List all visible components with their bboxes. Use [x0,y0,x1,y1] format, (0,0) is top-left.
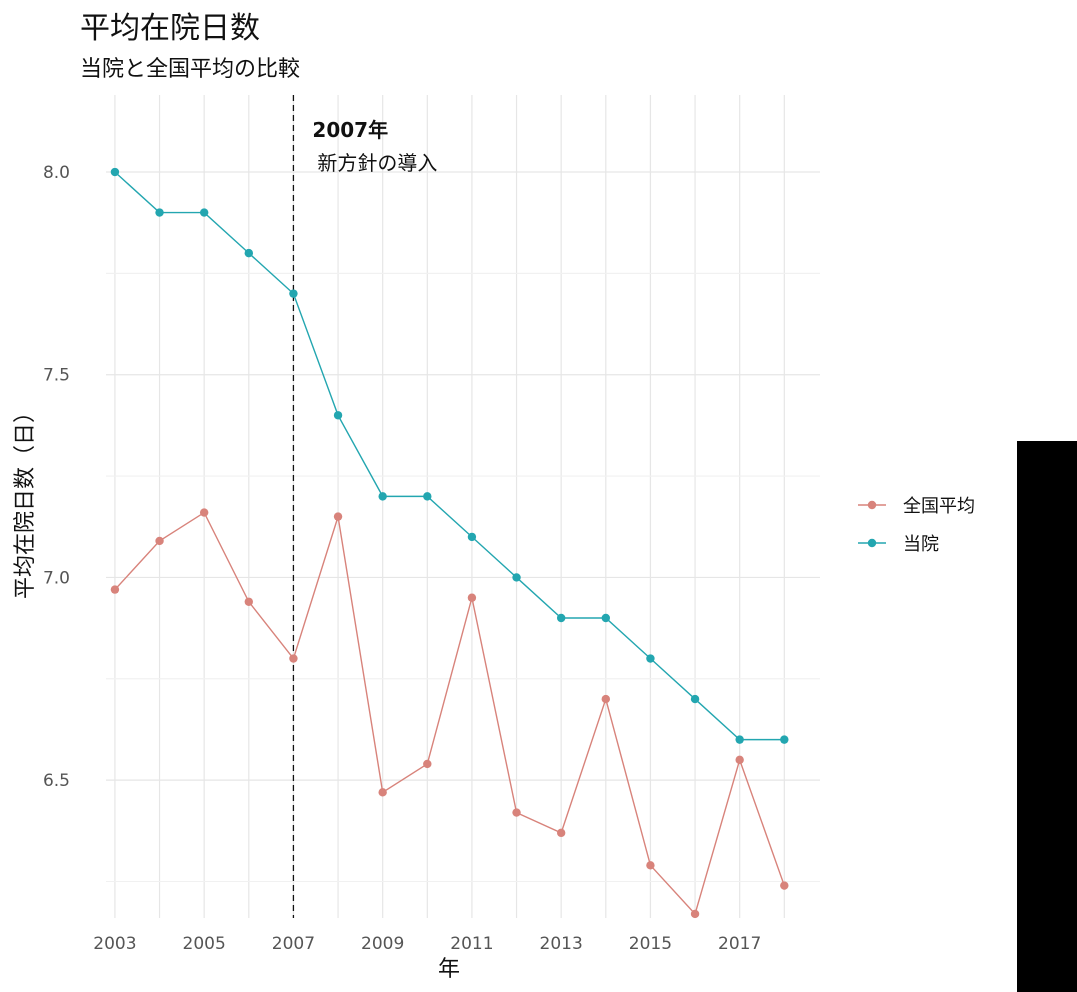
x-tick-label: 2007 [272,934,315,954]
annotation-year: 2007年 [312,118,388,142]
y-tick-label: 8.0 [43,163,70,183]
data-point [735,735,744,744]
data-point [601,613,610,623]
x-axis-title: 年 [438,957,460,982]
x-tick-label: 2005 [183,934,226,954]
annotation-text: 新方針の導入 [317,151,437,175]
data-point [378,492,387,501]
x-tick-label: 2011 [450,934,493,954]
data-point [333,512,343,521]
data-point [556,828,566,838]
data-point [423,492,432,501]
data-point [244,248,253,258]
data-point [780,735,789,744]
y-axis-title: 平均在院日数（日） [13,401,38,599]
data-point [378,788,387,797]
x-tick-label: 2015 [629,934,672,954]
x-tick-label: 2017 [718,934,761,954]
x-tick-label: 2003 [93,934,136,954]
data-point [199,508,209,517]
data-point [735,755,744,765]
data-point [289,654,298,663]
x-tick-label: 2009 [361,934,404,954]
legend-label: 当院 [903,534,939,555]
data-point [110,585,120,594]
data-point [110,167,120,177]
y-axis-ticks: 6.5 7.0 7.5 8.0 [43,163,70,791]
data-point [155,208,164,217]
data-point [556,613,566,623]
data-point [467,532,477,542]
y-tick-label: 7.5 [43,366,70,386]
data-point [512,808,521,817]
data-point [601,694,610,704]
y-tick-label: 7.0 [43,568,70,588]
legend-label: 全国平均 [903,496,975,517]
legend-point [867,500,877,510]
black-bar [1017,441,1077,992]
data-point [333,411,343,420]
series-line [114,171,785,741]
data-point [423,759,432,769]
x-tick-label: 2013 [540,934,583,954]
data-point [155,536,164,546]
data-point [199,208,209,217]
data-point [646,861,655,870]
data-point [289,289,298,298]
series-line [114,511,785,916]
data-point [244,597,253,606]
data-point [467,593,477,602]
data-point [690,909,700,919]
data-point [646,654,655,663]
x-axis-ticks: 2003 2005 2007 2009 2011 2013 2015 2017 [93,934,761,954]
y-tick-label: 6.5 [43,771,70,791]
data-point [690,694,700,704]
data-point [780,881,789,890]
legend-point [867,538,877,548]
chart-title: 平均在院日数 [80,11,260,46]
grid [106,95,820,918]
series-layer [110,167,789,919]
chart-subtitle: 当院と全国平均の比較 [80,57,300,82]
data-point [512,573,521,582]
